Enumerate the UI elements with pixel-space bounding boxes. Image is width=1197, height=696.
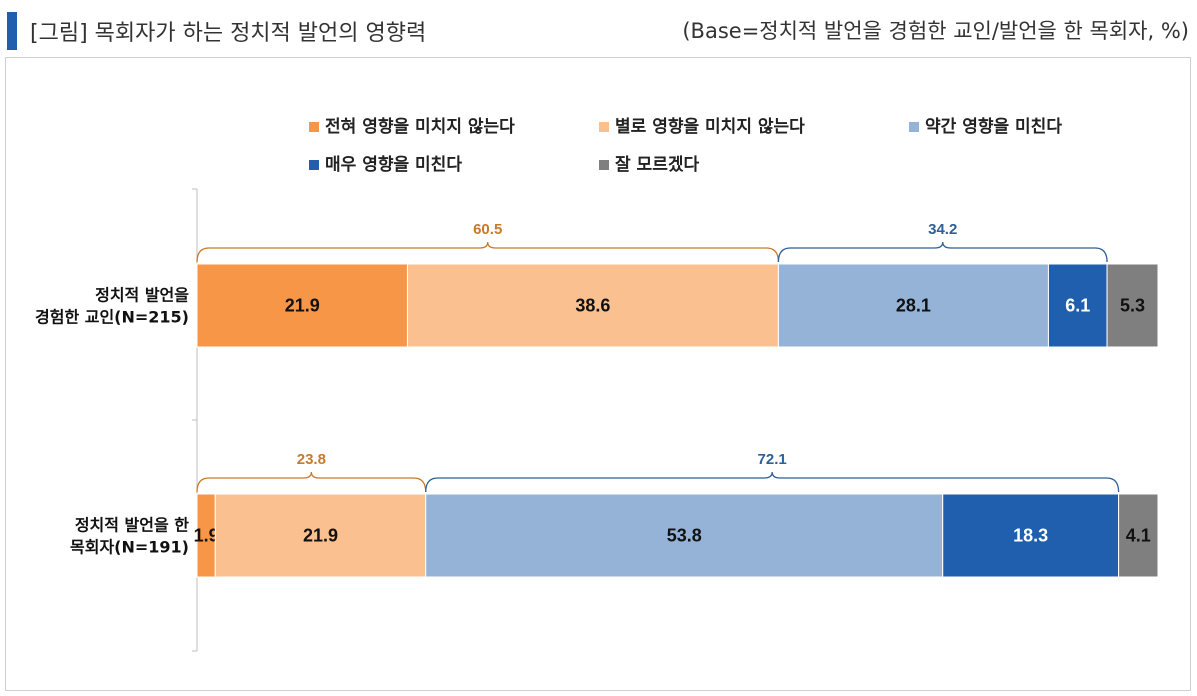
- group-bracket: [777, 241, 1108, 263]
- bar-segment: [196, 263, 408, 348]
- bar-segment: [214, 493, 427, 578]
- bar-value-label: 38.6: [575, 296, 610, 316]
- legend-label: 매우 영향을 미친다: [325, 154, 462, 175]
- group-total-label: 23.8: [297, 451, 326, 468]
- group-total-label: 72.1: [758, 451, 787, 468]
- category-label: 정치적 발언을 한: [75, 516, 189, 535]
- bar-segment: [1106, 263, 1159, 348]
- bar-value-label: 6.1: [1065, 296, 1090, 316]
- bar-value-label: 18.3: [1013, 526, 1048, 546]
- bar-value-label: 53.8: [667, 526, 702, 546]
- bar-value-label: 5.3: [1120, 296, 1145, 316]
- bar-value-label: 21.9: [303, 526, 338, 546]
- legend-swatch: [309, 160, 319, 170]
- bar-segment: [1118, 493, 1159, 578]
- group-bracket: [196, 471, 427, 493]
- bar-segment: [406, 263, 779, 348]
- bar-segment: [425, 493, 944, 578]
- group-total-label: 60.5: [473, 221, 502, 238]
- legend-label: 별로 영향을 미치지 않는다: [615, 116, 805, 137]
- group-bracket: [196, 241, 780, 263]
- bar-segment: [942, 493, 1120, 578]
- category-label: 경험한 교인(N=215): [35, 308, 189, 327]
- group-total-label: 34.2: [928, 221, 957, 238]
- legend-swatch: [599, 160, 609, 170]
- bar-value-label: 21.9: [285, 296, 320, 316]
- legend-label: 약간 영향을 미친다: [925, 116, 1062, 137]
- bar-segment: [1047, 263, 1108, 348]
- legend-label: 전혀 영향을 미치지 않는다: [325, 116, 515, 137]
- base-note: (Base=정치적 발언을 경험한 교인/발언을 한 목회자, %): [682, 19, 1189, 43]
- legend-swatch: [309, 122, 319, 132]
- header-accent-bar: [7, 12, 17, 50]
- stacked-bar-chart: 전혀 영향을 미치지 않는다 별로 영향을 미치지 않는다 약간 영향을 미친다매우…: [35, 116, 1159, 652]
- group-bracket: [425, 471, 1120, 493]
- category-label: 정치적 발언을: [95, 286, 189, 305]
- legend-swatch: [599, 122, 609, 132]
- bar-value-label: 4.1: [1126, 526, 1151, 546]
- bar-value-label: 28.1: [896, 296, 931, 316]
- legend-swatch: [909, 122, 919, 132]
- bar-value-label: 1.9: [194, 526, 219, 546]
- legend-label: 잘 모르겠다: [615, 154, 699, 175]
- bar-segment: [777, 263, 1049, 348]
- category-label: 목회자(N=191): [70, 538, 189, 557]
- page-title: [그림] 목회자가 하는 정치적 발언의 영향력: [30, 21, 427, 46]
